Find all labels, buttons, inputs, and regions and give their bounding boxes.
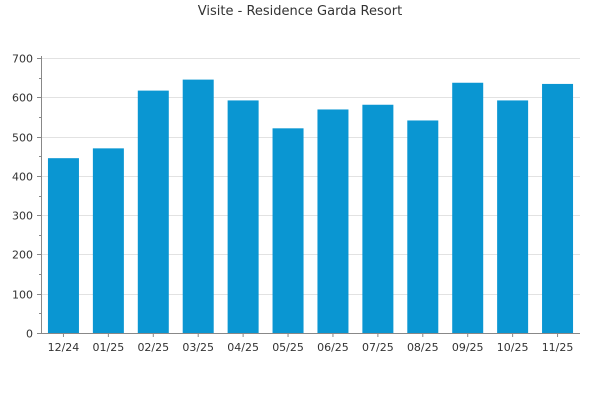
x-tick-label: 08/25 <box>407 341 439 354</box>
tick-labels: 0 100 200 300 400 500 600 700 12/24 01/25 02/25 03/… <box>12 53 573 355</box>
y-tick-label: 100 <box>12 289 33 302</box>
gridlines <box>41 58 580 295</box>
y-tick-label: 600 <box>12 92 33 105</box>
y-tick-label: 700 <box>12 53 33 66</box>
x-tick-label: 09/25 <box>452 341 484 354</box>
x-tick-label: 03/25 <box>182 341 214 354</box>
x-tick-label: 11/25 <box>542 341 574 354</box>
axes <box>37 56 580 337</box>
x-tick-label: 04/25 <box>227 341 259 354</box>
x-tick-label: 01/25 <box>93 341 125 354</box>
bar-11-25 <box>542 83 574 333</box>
y-tick-label: 400 <box>12 171 33 184</box>
y-tick-label: 500 <box>12 132 33 145</box>
x-tick-label: 05/25 <box>272 341 304 354</box>
bar-01-25 <box>92 148 124 333</box>
y-tick-label: 200 <box>12 249 33 262</box>
y-tick-label: 0 <box>26 328 33 341</box>
x-tick-label: 02/25 <box>137 341 169 354</box>
bar-09-25 <box>452 82 484 333</box>
bar-06-25 <box>317 109 349 333</box>
bar-08-25 <box>407 120 439 333</box>
x-tick-label: 10/25 <box>497 341 529 354</box>
bar-10-25 <box>497 100 529 333</box>
chart-title: Visite - Residence Garda Resort <box>197 4 403 19</box>
bar-03-25 <box>182 79 214 333</box>
x-tick-label: 12/24 <box>48 341 80 354</box>
bars <box>47 79 574 333</box>
bar-12-24 <box>47 158 79 333</box>
bar-04-25 <box>227 100 259 333</box>
y-tick-label: 300 <box>12 210 33 223</box>
x-tick-label: 06/25 <box>317 341 349 354</box>
bar-02-25 <box>137 90 169 333</box>
bar-05-25 <box>272 128 304 333</box>
x-tick-label: 07/25 <box>362 341 394 354</box>
bar-07-25 <box>362 104 394 333</box>
